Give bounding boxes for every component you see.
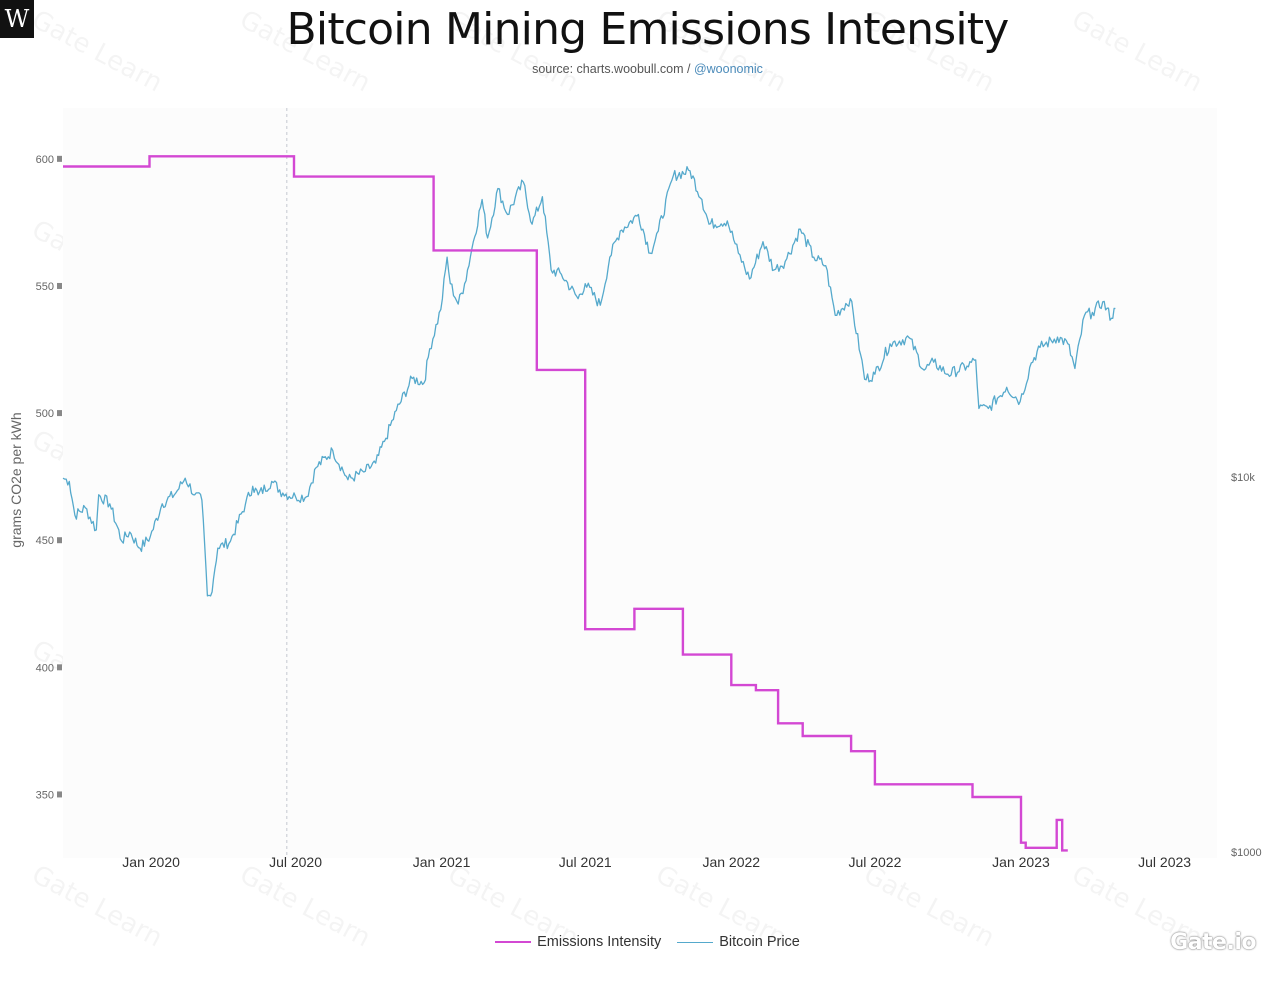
x-tick-label-5: Jul 2022 bbox=[848, 854, 901, 870]
y-tick-label-0: 350 bbox=[36, 789, 54, 801]
chart-subtitle: source: charts.woobull.com / @woonomic bbox=[0, 62, 1280, 76]
y-tick-label-4: 550 bbox=[36, 281, 54, 293]
bitcoin-price-line bbox=[62, 166, 1116, 597]
x-tick-label-1: Jul 2020 bbox=[269, 854, 322, 870]
gate-io-logo: Gate.io bbox=[1170, 930, 1256, 955]
y-tick-mark-1 bbox=[57, 664, 62, 671]
y-tick-mark-0 bbox=[57, 791, 62, 798]
y-tick-label-5: 600 bbox=[36, 154, 54, 166]
author-link[interactable]: @woonomic bbox=[693, 62, 763, 76]
y-axis-left: 350 400 450 500 550 600 bbox=[36, 154, 62, 801]
chart-title: Bitcoin Mining Emissions Intensity bbox=[286, 4, 1010, 55]
legend-label-price: Bitcoin Price bbox=[719, 934, 800, 951]
x-tick-label-0: Jan 2020 bbox=[122, 854, 180, 870]
legend-swatch-emissions bbox=[495, 941, 532, 944]
source-text: source: charts.woobull.com / bbox=[532, 62, 694, 76]
y-tick-mark-5 bbox=[57, 155, 62, 162]
x-tick-label-7: Jul 2023 bbox=[1138, 854, 1191, 870]
bitcoin-price-series bbox=[62, 166, 1116, 597]
legend-item-emissions[interactable]: Emissions Intensity bbox=[495, 934, 661, 950]
legend: Emissions Intensity Bitcoin Price bbox=[0, 934, 1280, 950]
y-tick-label-2: 450 bbox=[36, 535, 54, 547]
y-tick-mark-4 bbox=[57, 282, 62, 289]
emissions-intensity-series bbox=[63, 155, 1068, 852]
x-tick-label-4: Jan 2022 bbox=[702, 854, 760, 870]
y-tick-mark-3 bbox=[57, 410, 62, 417]
y-tick-mark-2 bbox=[57, 537, 62, 544]
x-tick-label-6: Jan 2023 bbox=[992, 854, 1050, 870]
y-tick-label-1: 400 bbox=[36, 662, 54, 674]
legend-swatch-price bbox=[677, 941, 714, 943]
y-tick-label-3: 500 bbox=[36, 408, 54, 420]
emissions-intensity-line bbox=[63, 155, 1068, 852]
y-axis-right: $10k $1000 bbox=[1231, 472, 1262, 859]
y2-tick-label-1: $1000 bbox=[1231, 847, 1262, 859]
y-axis-title: grams CO2e per kWh bbox=[8, 412, 24, 547]
plot-area bbox=[63, 108, 1217, 858]
x-axis: Jan 2020 Jul 2020 Jan 2021 Jul 2021 Jan 2022… bbox=[122, 854, 1191, 870]
x-tick-label-2: Jan 2021 bbox=[413, 854, 471, 870]
x-tick-label-3: Jul 2021 bbox=[559, 854, 612, 870]
legend-label-emissions: Emissions Intensity bbox=[537, 934, 662, 951]
woobull-logo[interactable]: W bbox=[0, 0, 34, 38]
y2-tick-label-0: $10k bbox=[1231, 472, 1255, 484]
legend-item-price[interactable]: Bitcoin Price bbox=[677, 934, 800, 950]
